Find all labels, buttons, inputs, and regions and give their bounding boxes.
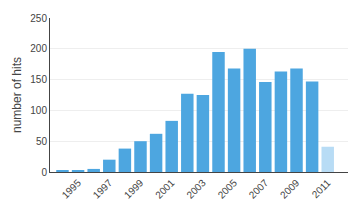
svg-text:250: 250	[30, 13, 47, 24]
svg-text:1995: 1995	[60, 177, 84, 201]
svg-text:2007: 2007	[247, 177, 271, 201]
svg-text:1999: 1999	[122, 177, 146, 201]
svg-text:0: 0	[41, 167, 47, 178]
svg-text:2003: 2003	[184, 177, 208, 201]
svg-text:number of hits: number of hits	[10, 57, 24, 133]
svg-text:2001: 2001	[153, 177, 177, 201]
svg-text:150: 150	[30, 74, 47, 85]
svg-text:2011: 2011	[310, 177, 333, 200]
svg-text:50: 50	[36, 136, 48, 147]
svg-text:100: 100	[30, 105, 47, 116]
svg-text:2005: 2005	[216, 177, 240, 201]
svg-text:1997: 1997	[91, 177, 115, 201]
svg-text:200: 200	[30, 43, 47, 54]
svg-text:2009: 2009	[278, 177, 302, 201]
